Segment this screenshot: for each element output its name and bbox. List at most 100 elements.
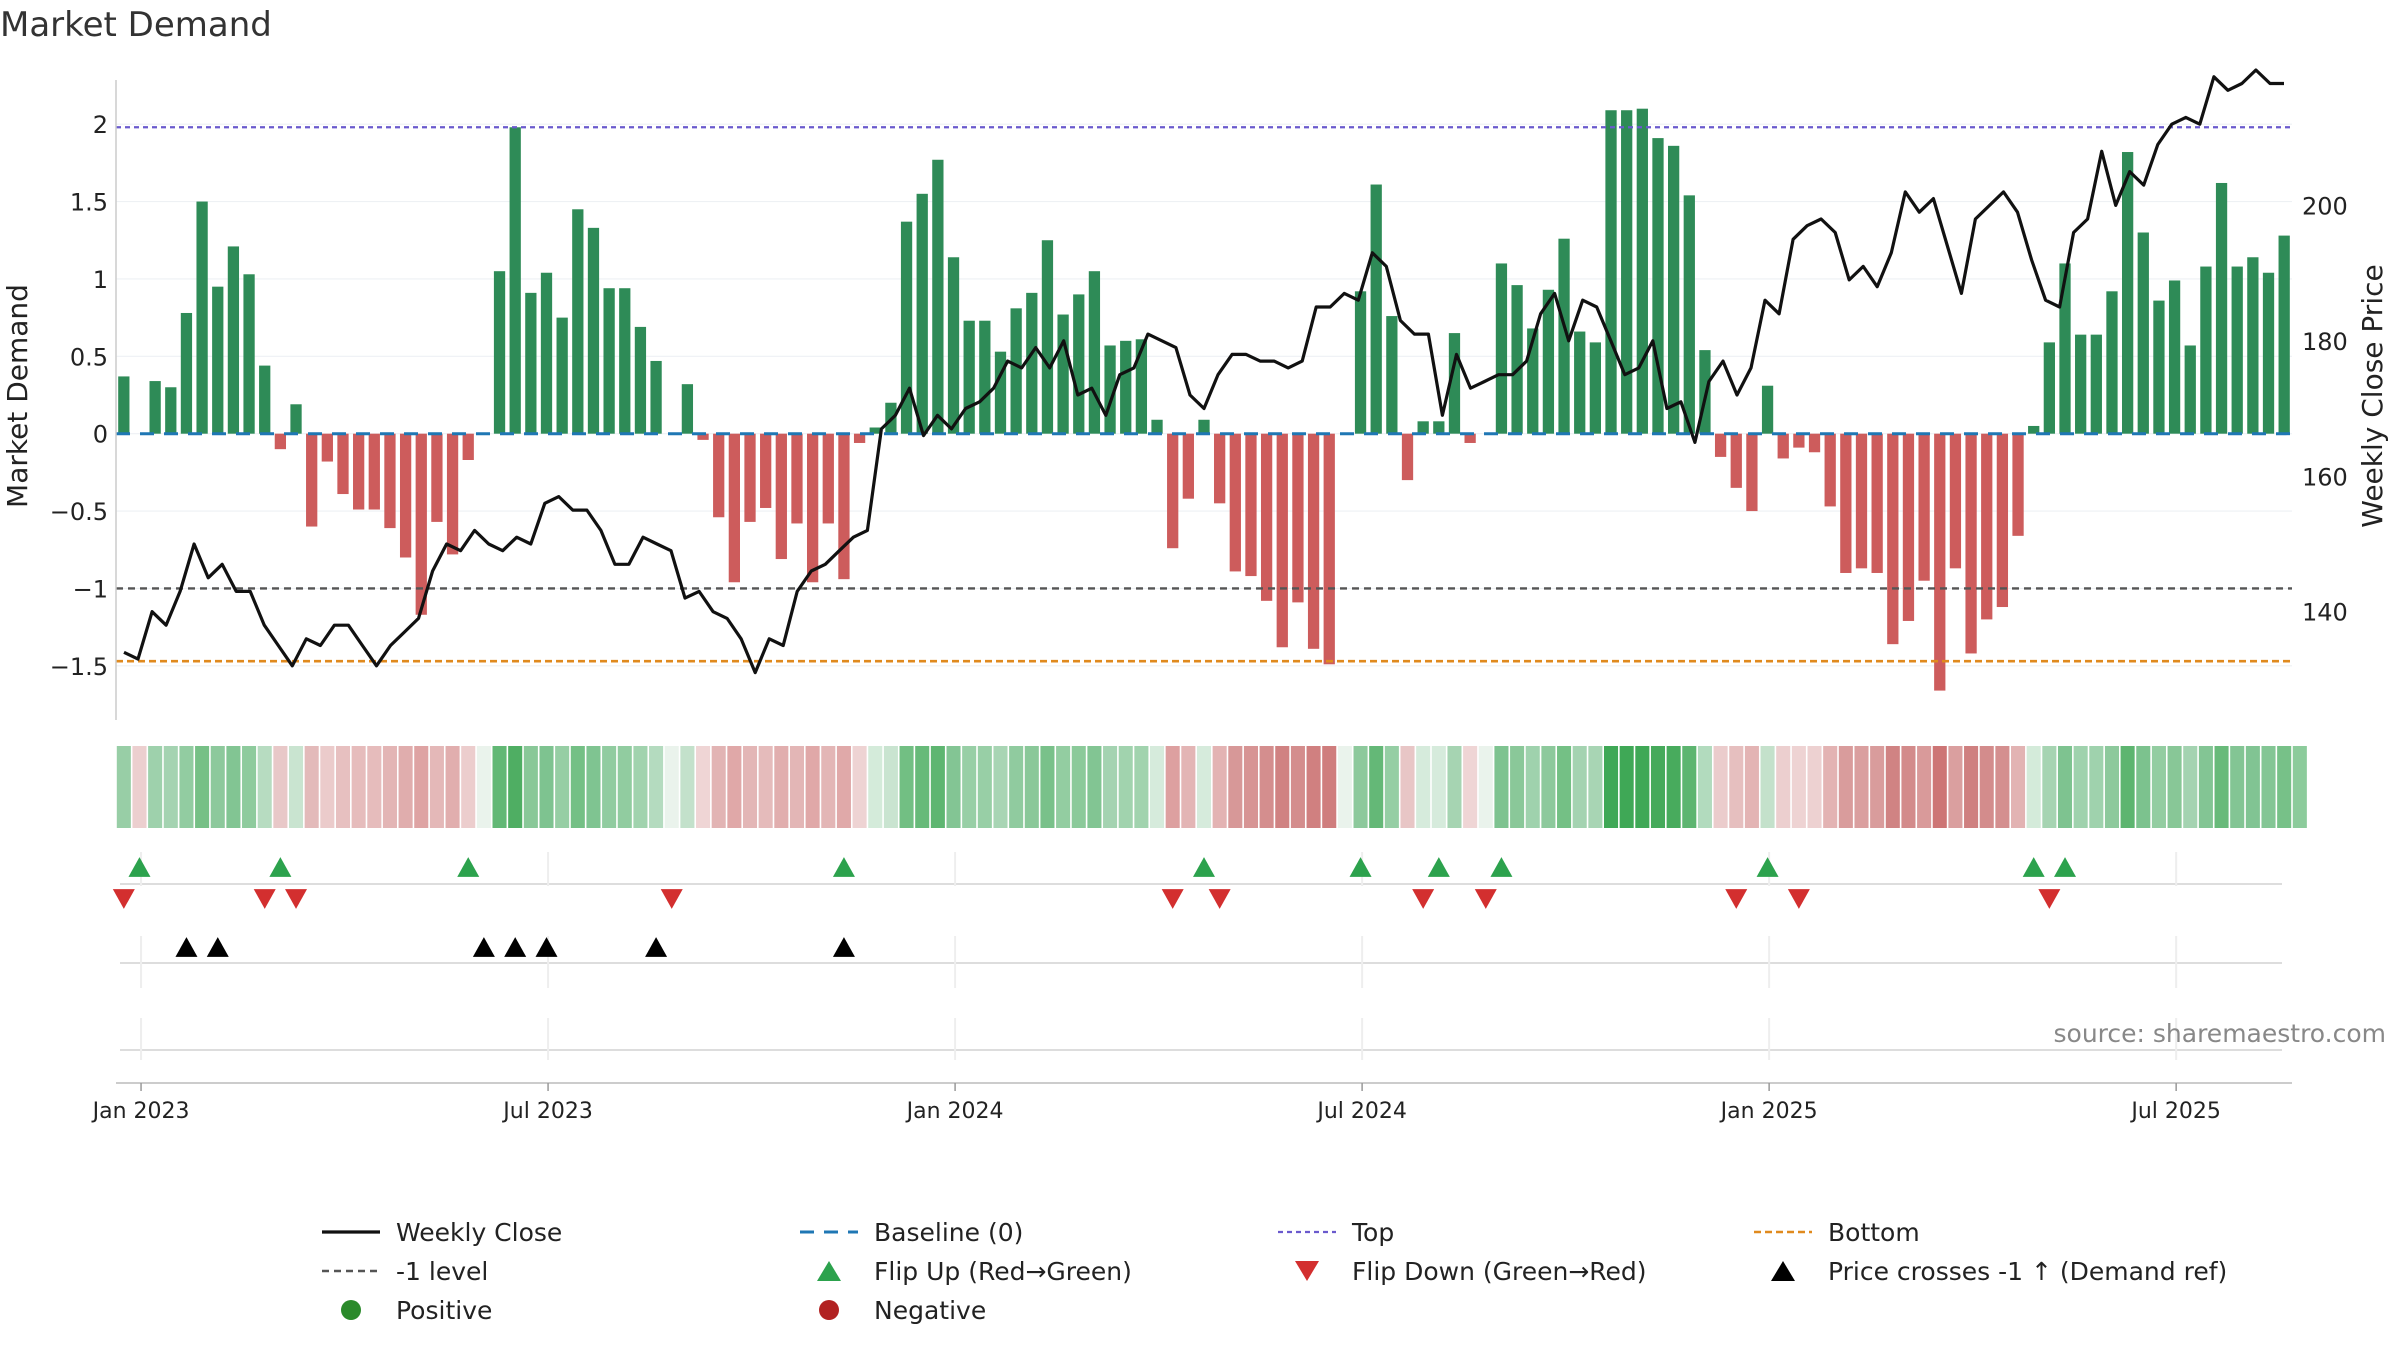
legend-label: Price crosses -1 ↑ (Demand ref) bbox=[1828, 1257, 2227, 1286]
positive-bar bbox=[1448, 333, 1461, 434]
strip-cell bbox=[1040, 746, 1055, 828]
strip-cell bbox=[1322, 746, 1337, 828]
reference-lines bbox=[116, 126, 2292, 663]
positive-bar bbox=[1589, 342, 1602, 434]
positive-bar bbox=[1386, 316, 1398, 434]
negative-bar bbox=[1777, 433, 1789, 459]
legend-label: Weekly Close bbox=[396, 1218, 562, 1247]
strip-cell bbox=[1009, 746, 1024, 828]
positive-bar bbox=[1636, 108, 1648, 434]
legend-negative-symbol bbox=[819, 1300, 839, 1320]
strip-cell bbox=[649, 746, 664, 828]
strip-cell bbox=[2261, 746, 2276, 828]
x-tick-label: Jan 2024 bbox=[905, 1099, 1004, 1124]
positive-bar bbox=[1495, 263, 1508, 434]
positive-bar bbox=[540, 272, 553, 434]
strip-cell bbox=[821, 746, 836, 828]
flip-up-marker bbox=[1427, 857, 1450, 877]
strip-cell bbox=[1557, 746, 1572, 828]
negative-bar bbox=[1260, 433, 1273, 601]
negative-bar bbox=[791, 433, 803, 524]
negative-bar bbox=[321, 433, 333, 462]
positive-bar bbox=[587, 227, 600, 434]
strip-cell bbox=[758, 746, 773, 828]
negative-bar bbox=[274, 433, 287, 450]
strip-cell bbox=[2230, 746, 2245, 828]
price-cross-marker bbox=[206, 937, 229, 957]
strip-cell bbox=[1447, 746, 1462, 828]
positive-bar bbox=[227, 246, 240, 434]
strip-cell bbox=[805, 746, 820, 828]
strip-cell bbox=[1995, 746, 2010, 828]
negative-bar bbox=[1808, 433, 1821, 453]
strip-cell bbox=[1103, 746, 1118, 828]
positive-bar bbox=[149, 381, 161, 434]
strip-cell bbox=[320, 746, 335, 828]
negative-bar bbox=[1902, 433, 1915, 621]
strip-cell bbox=[617, 746, 632, 828]
positive-bar bbox=[634, 326, 647, 434]
negative-bar bbox=[1167, 433, 1179, 549]
strip-cell bbox=[2120, 746, 2135, 828]
x-tick-label: Jul 2025 bbox=[2129, 1099, 2221, 1124]
y-axis-label: Market Demand bbox=[1, 284, 34, 508]
strip-cell bbox=[2073, 746, 2088, 828]
positive-bar bbox=[1417, 421, 1429, 434]
strip-cell bbox=[1776, 746, 1791, 828]
flip-up-marker bbox=[1193, 857, 1215, 877]
strip-cell bbox=[1510, 746, 1525, 828]
strip-cell bbox=[1306, 746, 1321, 828]
y2-tick-label: 140 bbox=[2302, 599, 2348, 627]
strip-cell bbox=[116, 746, 131, 828]
strip-cell bbox=[163, 746, 178, 828]
negative-bar bbox=[1292, 433, 1304, 603]
strip-cell bbox=[1353, 746, 1368, 828]
positive-bar bbox=[1120, 340, 1132, 434]
flip-up-marker bbox=[1349, 857, 1372, 877]
strip-cell bbox=[148, 746, 163, 828]
positive-bar bbox=[603, 288, 615, 434]
strip-cell bbox=[1400, 746, 1415, 828]
negative-bar bbox=[1824, 433, 1836, 507]
positive-bar bbox=[1683, 195, 1695, 434]
negative-bar bbox=[1840, 433, 1852, 573]
strip-cell bbox=[1979, 746, 1994, 828]
strip-cell bbox=[852, 746, 867, 828]
positive-bar bbox=[900, 221, 913, 434]
strip-cell bbox=[1071, 746, 1086, 828]
strip-cell bbox=[257, 746, 272, 828]
legend-positive-symbol bbox=[341, 1300, 361, 1320]
strip-cell bbox=[226, 746, 241, 828]
negative-bar bbox=[1214, 433, 1226, 504]
strip-cell bbox=[1494, 746, 1509, 828]
strip-cell bbox=[1541, 746, 1556, 828]
positive-bar bbox=[1621, 110, 1633, 434]
legend: Weekly Close Baseline (0) Top Bottom -1 leve… bbox=[322, 1218, 2227, 1325]
strip-cell bbox=[1228, 746, 1243, 828]
positive-bar bbox=[1354, 291, 1367, 434]
negative-bar bbox=[838, 433, 850, 580]
y-tick-label: 2 bbox=[93, 111, 108, 139]
strip-cell bbox=[930, 746, 945, 828]
strip-cell bbox=[195, 746, 210, 828]
positive-bar bbox=[1761, 385, 1774, 434]
strip-cell bbox=[2292, 746, 2307, 828]
negative-bar bbox=[2012, 433, 2024, 536]
negative-bar bbox=[1229, 433, 1241, 572]
strip-cell bbox=[1603, 746, 1619, 828]
legend-label: Baseline (0) bbox=[874, 1218, 1023, 1247]
chart-title: Market Demand bbox=[0, 5, 272, 45]
strip-cell bbox=[555, 746, 570, 828]
negative-bar bbox=[384, 433, 396, 529]
strip-cell bbox=[1635, 746, 1650, 828]
strip-cell bbox=[2011, 746, 2026, 828]
strip-cell bbox=[1744, 746, 1759, 828]
strip-cell bbox=[2057, 746, 2073, 828]
strip-cell bbox=[1588, 746, 1603, 828]
positive-bar bbox=[2075, 334, 2087, 434]
negative-bar bbox=[1307, 433, 1320, 649]
flip-up-marker bbox=[2022, 857, 2045, 877]
strip-cell bbox=[883, 746, 898, 828]
negative-bar bbox=[1401, 433, 1414, 481]
